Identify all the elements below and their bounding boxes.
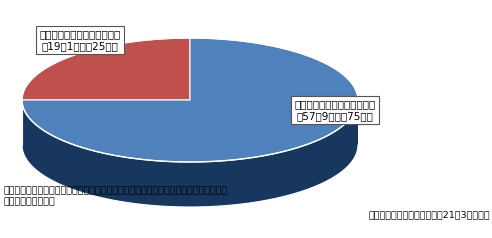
Polygon shape	[22, 38, 358, 162]
Polygon shape	[22, 100, 358, 207]
Text: 国土交通省資料による（平成21年3月現在）: 国土交通省資料による（平成21年3月現在）	[369, 210, 490, 219]
Text: 耳震基準を満たしている施設
紉57万9万㎡（75％）: 耳震基準を満たしている施設 紉57万9万㎡（75％）	[294, 99, 375, 121]
Text: 耳震基準に達していない施設
紉19万1万㎡（25％）: 耳震基準に達していない施設 紉19万1万㎡（25％）	[39, 29, 121, 51]
Polygon shape	[22, 38, 190, 100]
Text: 対象：国土交通大臣が所挂する災害応急対策活動に必要な官庁施設，危険物を貢蔵・使
用する等の官庁施設: 対象：国土交通大臣が所挂する災害応急対策活動に必要な官庁施設，危険物を貢蔵・使 …	[4, 186, 228, 207]
